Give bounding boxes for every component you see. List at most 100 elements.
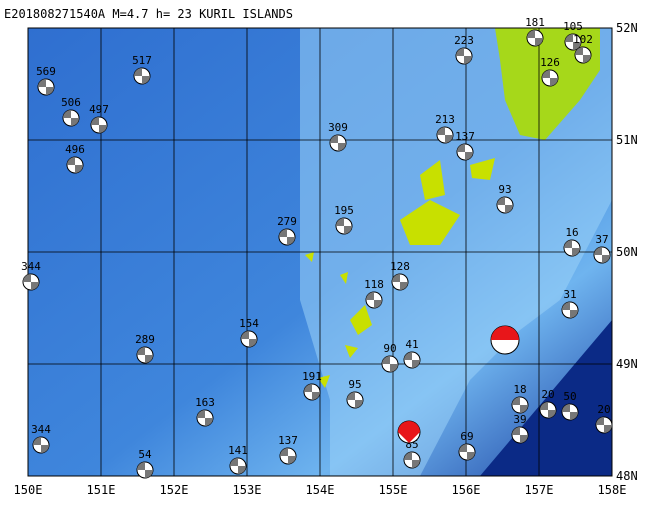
ball-quadrant (330, 135, 346, 151)
beachball (229, 457, 247, 475)
beachball (303, 383, 321, 401)
beachball (561, 301, 579, 319)
beachball (133, 67, 151, 85)
depth-label: 223 (454, 34, 474, 47)
ball-quadrant (23, 274, 39, 290)
beachball (561, 403, 579, 421)
beachball (329, 134, 347, 152)
depth-label: 497 (89, 103, 109, 116)
depth-label: 191 (302, 370, 322, 383)
ball-quadrant (596, 417, 612, 433)
ball-quadrant (456, 48, 472, 64)
ball-quadrant (392, 274, 408, 290)
ball-quadrant (230, 458, 246, 474)
beachball (496, 196, 514, 214)
ball-quadrant (366, 292, 382, 308)
depth-label: 137 (278, 434, 298, 447)
depth-label: 137 (455, 130, 475, 143)
ball-quadrant (347, 392, 363, 408)
ball-quadrant (63, 110, 79, 126)
depth-label: 16 (565, 226, 578, 239)
beachball (346, 391, 364, 409)
beachball (335, 217, 353, 235)
depth-label: 309 (328, 121, 348, 134)
beachball (511, 396, 529, 414)
ball-quadrant (527, 30, 543, 46)
beachball (365, 291, 383, 309)
lat-label: 48N (616, 469, 638, 483)
depth-label: 344 (21, 260, 41, 273)
ball-quadrant (437, 127, 453, 143)
ball-quadrant (336, 218, 352, 234)
main-event (397, 325, 520, 444)
ball-quadrant (562, 302, 578, 318)
ball-quadrant (404, 452, 420, 468)
depth-label: 141 (228, 444, 248, 457)
ball-quadrant (457, 144, 473, 160)
beachball (436, 126, 454, 144)
beachball (458, 443, 476, 461)
ball-quadrant (512, 397, 528, 413)
ball-quadrant (404, 352, 420, 368)
ball-quadrant (280, 448, 296, 464)
beachball (278, 228, 296, 246)
lon-label: 150E (14, 483, 43, 497)
beachball (240, 330, 258, 348)
events: 569 506 497 517 496 344 289 344 54 163 154 279 309 19… (21, 16, 613, 479)
beachball (279, 447, 297, 465)
depth-label: 18 (513, 383, 526, 396)
depth-label: 93 (498, 183, 511, 196)
depth-label: 50 (563, 390, 576, 403)
beachball (564, 33, 582, 51)
ball-quadrant (137, 462, 153, 478)
ball-quadrant (459, 444, 475, 460)
lon-label: 155E (379, 483, 408, 497)
depth-label: 126 (540, 56, 560, 69)
ball-quadrant (540, 402, 556, 418)
depth-label: 39 (513, 413, 526, 426)
beachball (455, 47, 473, 65)
depth-label: 163 (195, 396, 215, 409)
lon-label: 158E (598, 483, 627, 497)
beachball (563, 239, 581, 257)
beachball (136, 346, 154, 364)
beachball (403, 451, 421, 469)
depth-label: 69 (460, 430, 473, 443)
ball-quadrant (33, 437, 49, 453)
depth-label: 213 (435, 113, 455, 126)
ball-quadrant (241, 331, 257, 347)
ball-quadrant (562, 404, 578, 420)
ball-quadrant (542, 70, 558, 86)
ball-quadrant (91, 117, 107, 133)
ball-quadrant (134, 68, 150, 84)
beachball (541, 69, 559, 87)
depth-label: 496 (65, 143, 85, 156)
ball-quadrant (67, 157, 83, 173)
depth-label: 20 (541, 388, 554, 401)
ball-quadrant (38, 79, 54, 95)
lat-label: 49N (616, 357, 638, 371)
depth-label: 279 (277, 215, 297, 228)
beachball (403, 351, 421, 369)
beachball (196, 409, 214, 427)
beachball (595, 416, 613, 434)
beachball (511, 426, 529, 444)
depth-label: 41 (405, 338, 418, 351)
beachball (37, 78, 55, 96)
title: E201808271540A M=4.7 h= 23 KURIL ISLANDS (4, 7, 293, 21)
ball-quadrant (564, 240, 580, 256)
depth-label: 54 (138, 448, 152, 461)
beachball (539, 401, 557, 419)
depth-label: 289 (135, 333, 155, 346)
depth-label: 105 (563, 20, 583, 33)
depth-label: 154 (239, 317, 259, 330)
depth-label: 517 (132, 54, 152, 67)
beachball (90, 116, 108, 134)
beachball (593, 246, 611, 264)
beachball (574, 46, 592, 64)
frame (27, 27, 613, 477)
beachball (32, 436, 50, 454)
ball-quadrant (137, 347, 153, 363)
lon-label: 152E (160, 483, 189, 497)
beachball (22, 273, 40, 291)
